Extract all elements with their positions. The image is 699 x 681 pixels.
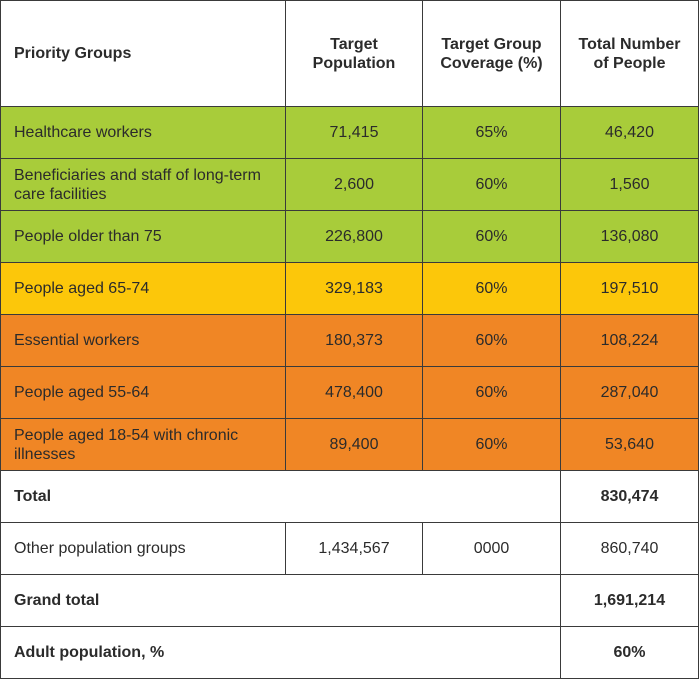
target-population: 478,400 (285, 366, 423, 419)
group-name: Healthcare workers (0, 106, 286, 159)
group-name: People aged 65-74 (0, 262, 286, 315)
grand-total-value: 1,691,214 (560, 574, 699, 627)
table-row: Beneficiaries and staff of long-term car… (0, 158, 699, 211)
adult-population-label: Adult population, % (0, 626, 561, 679)
total-people: 136,080 (560, 210, 699, 263)
group-name: Essential workers (0, 314, 286, 367)
coverage: 0000 (422, 522, 561, 575)
target-population: 329,183 (285, 262, 423, 315)
group-name: People aged 18-54 with chronic illnesses (0, 418, 286, 471)
target-population: 89,400 (285, 418, 423, 471)
target-population: 180,373 (285, 314, 423, 367)
total-people: 1,560 (560, 158, 699, 211)
total-label: Total (0, 470, 561, 523)
grand-total-label: Grand total (0, 574, 561, 627)
coverage: 65% (422, 106, 561, 159)
target-population: 2,600 (285, 158, 423, 211)
coverage: 60% (422, 158, 561, 211)
total-people: 108,224 (560, 314, 699, 367)
target-population: 71,415 (285, 106, 423, 159)
group-name: Beneficiaries and staff of long-term car… (0, 158, 286, 211)
grand-total-row: Grand total 1,691,214 (0, 574, 699, 627)
total-people: 860,740 (560, 522, 699, 575)
header-target-population: Target Population (285, 0, 423, 107)
adult-population-row: Adult population, % 60% (0, 626, 699, 679)
group-name: People older than 75 (0, 210, 286, 263)
total-people: 46,420 (560, 106, 699, 159)
header-row: Priority Groups Target Population Target… (0, 0, 699, 107)
target-population: 1,434,567 (285, 522, 423, 575)
total-people: 197,510 (560, 262, 699, 315)
table-row: People older than 75 226,800 60% 136,080 (0, 210, 699, 263)
header-coverage: Target Group Coverage (%) (422, 0, 561, 107)
target-population: 226,800 (285, 210, 423, 263)
coverage: 60% (422, 262, 561, 315)
total-row: Total 830,474 (0, 470, 699, 523)
table-row: People aged 55-64 478,400 60% 287,040 (0, 366, 699, 419)
group-name: Other population groups (0, 522, 286, 575)
table-row: Essential workers 180,373 60% 108,224 (0, 314, 699, 367)
coverage: 60% (422, 314, 561, 367)
group-name: People aged 55-64 (0, 366, 286, 419)
header-total-people: Total Number of People (560, 0, 699, 107)
other-row: Other population groups 1,434,567 0000 8… (0, 522, 699, 575)
total-people: 287,040 (560, 366, 699, 419)
coverage: 60% (422, 210, 561, 263)
table-row: People aged 65-74 329,183 60% 197,510 (0, 262, 699, 315)
adult-population-value: 60% (560, 626, 699, 679)
total-value: 830,474 (560, 470, 699, 523)
header-priority-groups: Priority Groups (0, 0, 286, 107)
table-row: People aged 18-54 with chronic illnesses… (0, 418, 699, 471)
coverage: 60% (422, 418, 561, 471)
table-row: Healthcare workers 71,415 65% 46,420 (0, 106, 699, 159)
total-people: 53,640 (560, 418, 699, 471)
coverage: 60% (422, 366, 561, 419)
